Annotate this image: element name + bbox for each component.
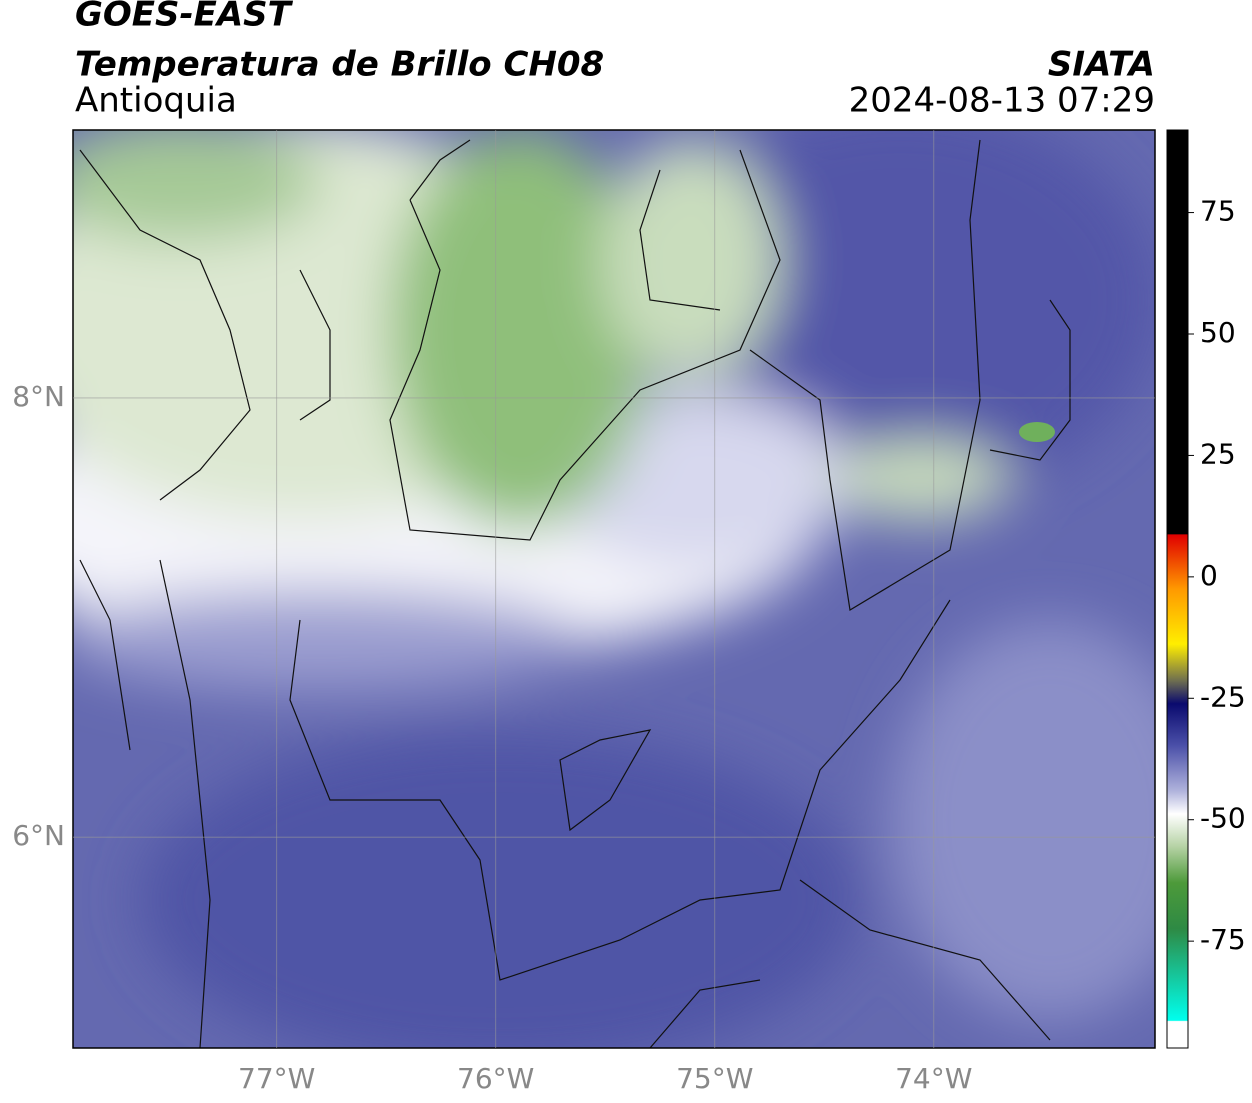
map-frame [72,129,1156,1049]
datetime: 2024-08-13 07:29 [849,81,1155,121]
colorbar-tick-label: 50 [1200,316,1236,349]
colorbar-tick-label: 75 [1200,195,1236,228]
x-tick-label: 76°W [457,1062,534,1095]
cold-cloud [1019,422,1055,442]
satellite-image [73,130,1155,1048]
subtitle: Temperatura de Brillo CH08 [75,45,604,85]
colorbar [1166,129,1189,1049]
x-tick-label: 77°W [238,1062,315,1095]
x-tick-label: 75°W [676,1062,753,1095]
colorbar-tick-label: -50 [1200,802,1246,835]
x-tick-label: 74°W [895,1062,972,1095]
y-tick-label: 8°N [12,380,65,413]
y-tick-label: 6°N [12,819,65,852]
region: Antioquia [75,81,237,121]
colorbar-tick-label: 25 [1200,437,1236,470]
colorbar-tick-label: -75 [1200,923,1246,956]
colorbar-tick-label: 0 [1200,559,1218,592]
title: GOES-EAST [75,0,294,35]
boundaries [79,139,1071,1048]
source: SIATA [1048,45,1155,85]
colorbar-tick-label: -25 [1200,680,1246,713]
